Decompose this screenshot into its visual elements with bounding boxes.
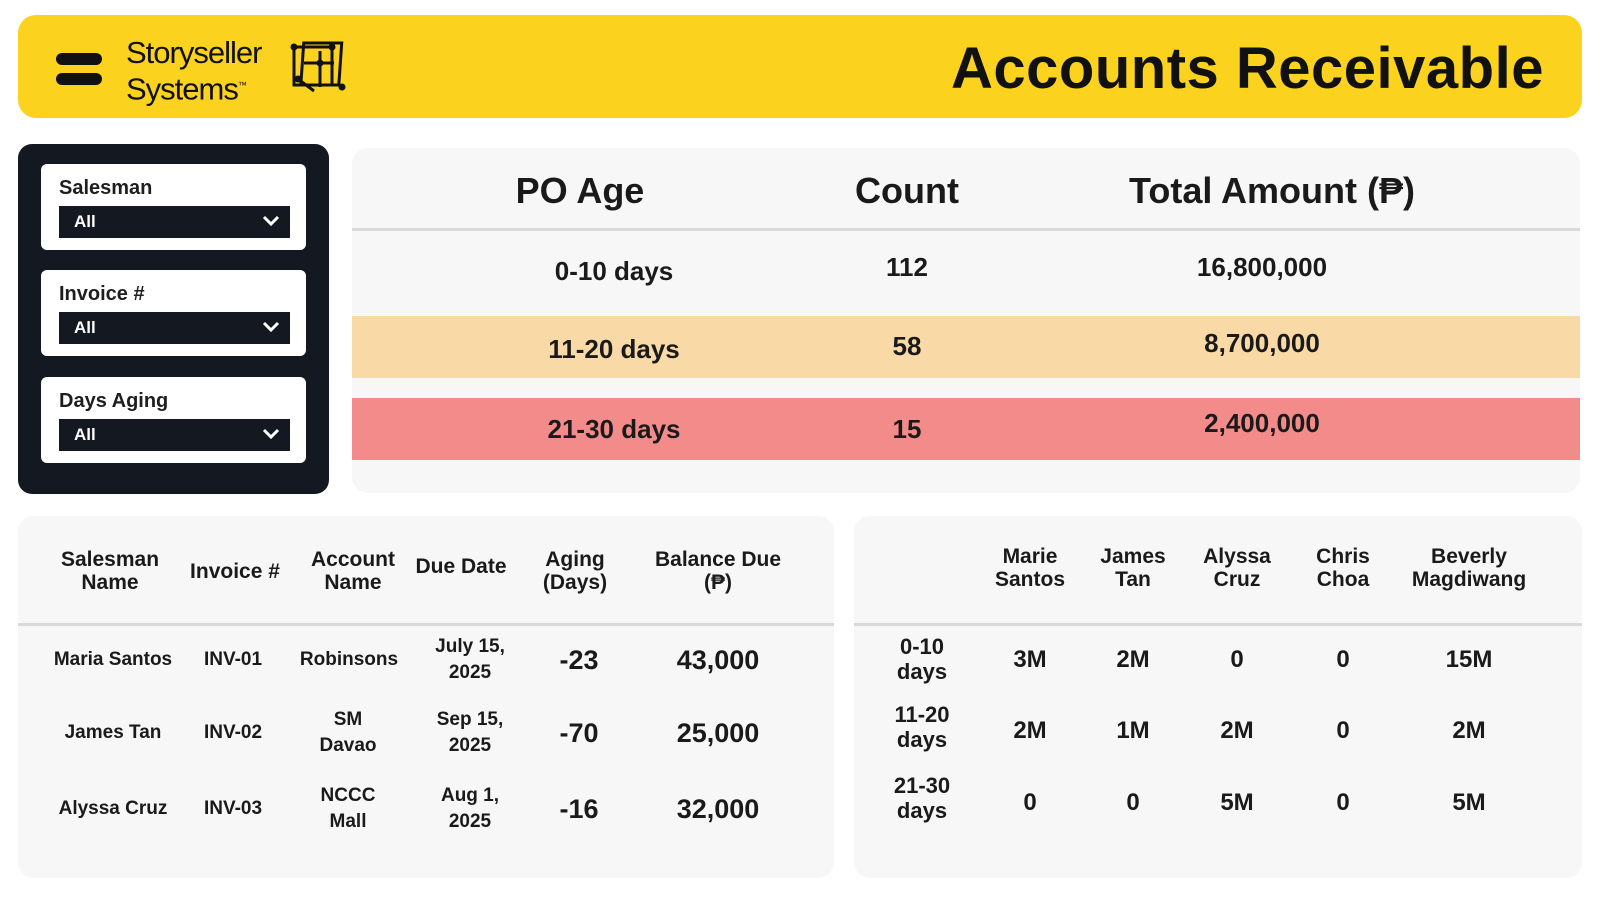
cell-invoice[interactable]: INV-03 [203,798,263,819]
row-label: 0-10 days [896,634,948,684]
cell-invoice[interactable]: INV-02 [203,722,263,743]
matrix-header: Marie Santos James Tan Alyssa Cruz Chris… [854,516,1582,626]
chevron-down-icon [262,428,280,440]
header-bar: Storyseller Systems™ Accounts Receivable [18,15,1582,118]
count-cell: 112 [886,252,928,282]
matrix-cell: 0 [1336,717,1350,744]
cell-balance: 43,000 [676,645,760,675]
cell-balance: 32,000 [676,794,760,824]
col-count: Count [855,170,959,211]
matrix-cell: 0 [1336,646,1350,673]
salesman-select[interactable]: All [59,206,290,238]
cell-account: SM Davao [319,709,377,756]
col-account-name: Account Name [311,548,395,594]
invoice-table-header: Salesman Name Invoice # Account Name Due… [18,516,834,626]
col-salesman: Marie Santos [994,545,1065,591]
po-age-cell: 21-30 days [547,414,681,444]
cell-due-date: July 15, 2025 [435,636,505,683]
cell-aging: -23 [559,645,599,675]
col-salesman: Chris Choa [1316,545,1370,591]
select-value: All [74,425,96,444]
cell-aging: -16 [559,794,599,824]
page-title: Accounts Receivable [951,36,1544,101]
invoice-select[interactable]: All [59,312,290,344]
matrix-cell: 3M [1013,646,1047,673]
count-cell: 15 [892,414,922,444]
summary-row: 0-10 days 112 16,800,000 [352,238,1580,300]
matrix-cell: 0 [1126,789,1140,816]
cell-account: Robinsons [299,649,399,670]
summary-row: 21-30 days 15 2,400,000 [352,398,1580,460]
po-age-cell: 11-20 days [548,334,680,364]
row-label: 21-30 days [893,773,951,823]
total-cell: 8,700,000 [1204,328,1320,358]
summary-header: PO Age Count Total Amount (₱) [352,148,1580,231]
cell-salesman: Alyssa Cruz [58,798,168,819]
col-po-age: PO Age [515,170,645,211]
matrix-cell: 2M [1452,717,1486,744]
matrix-cell: 2M [1013,717,1047,744]
po-age-summary: PO Age Count Total Amount (₱) 0-10 days … [352,148,1580,493]
po-age-cell: 0-10 days [554,256,674,286]
col-total-amount: Total Amount (₱) [1129,170,1415,211]
col-invoice: Invoice # [190,560,280,583]
matrix-cell: 5M [1220,789,1254,816]
filter-invoice: Invoice # All [41,270,306,356]
matrix-cell: 0 [1023,789,1037,816]
cell-salesman: James Tan [64,722,162,743]
matrix-cell: 2M [1220,717,1254,744]
cell-invoice[interactable]: INV-01 [203,649,263,670]
col-salesman: Beverly Magdiwang [1411,545,1527,591]
brand-logo-icon [290,41,346,93]
filter-label: Invoice # [59,283,145,305]
filter-days-aging: Days Aging All [41,377,306,463]
matrix-cell: 0 [1230,646,1244,673]
matrix-cell: 1M [1116,717,1150,744]
col-salesman: Alyssa Cruz [1203,545,1271,591]
total-cell: 2,400,000 [1204,408,1320,438]
filter-panel: Salesman All Invoice # All Days Aging Al… [18,144,329,494]
trademark-mark: ™ [237,80,247,90]
cell-aging: -70 [559,718,599,748]
matrix-cell: 0 [1336,789,1350,816]
brand-line-2: Systems [126,71,239,107]
col-due-date: Due Date [415,555,507,578]
col-salesman-name: Salesman Name [60,548,160,594]
invoice-table: Salesman Name Invoice # Account Name Due… [18,516,834,878]
menu-icon[interactable] [56,51,102,87]
brand-name: Storyseller Systems™ [126,35,262,107]
days-aging-select[interactable]: All [59,419,290,451]
col-balance-due: Balance Due (₱) [654,548,782,594]
col-aging-days: Aging (Days) [542,548,608,594]
cell-due-date: Aug 1, 2025 [440,785,500,832]
select-value: All [74,318,96,337]
cell-balance: 25,000 [676,718,760,748]
brand-line-1: Storyseller [126,35,262,70]
salesman-aging-matrix: Marie Santos James Tan Alyssa Cruz Chris… [854,516,1582,878]
col-salesman: James Tan [1100,545,1166,591]
count-cell: 58 [892,331,922,361]
filter-label: Salesman [59,177,153,199]
total-cell: 16,800,000 [1196,252,1328,282]
matrix-cell: 15M [1445,646,1493,673]
chevron-down-icon [262,321,280,333]
filter-salesman: Salesman All [41,164,306,250]
matrix-cell: 2M [1116,646,1150,673]
summary-row: 11-20 days 58 8,700,000 [352,316,1580,378]
filter-label: Days Aging [59,390,169,412]
cell-salesman: Maria Santos [53,649,173,670]
select-value: All [74,212,96,231]
cell-due-date: Sep 15, 2025 [436,709,504,756]
row-label: 11-20 days [894,702,950,752]
cell-account: NCCC Mall [320,785,376,832]
matrix-cell: 5M [1452,789,1486,816]
chevron-down-icon [262,215,280,227]
